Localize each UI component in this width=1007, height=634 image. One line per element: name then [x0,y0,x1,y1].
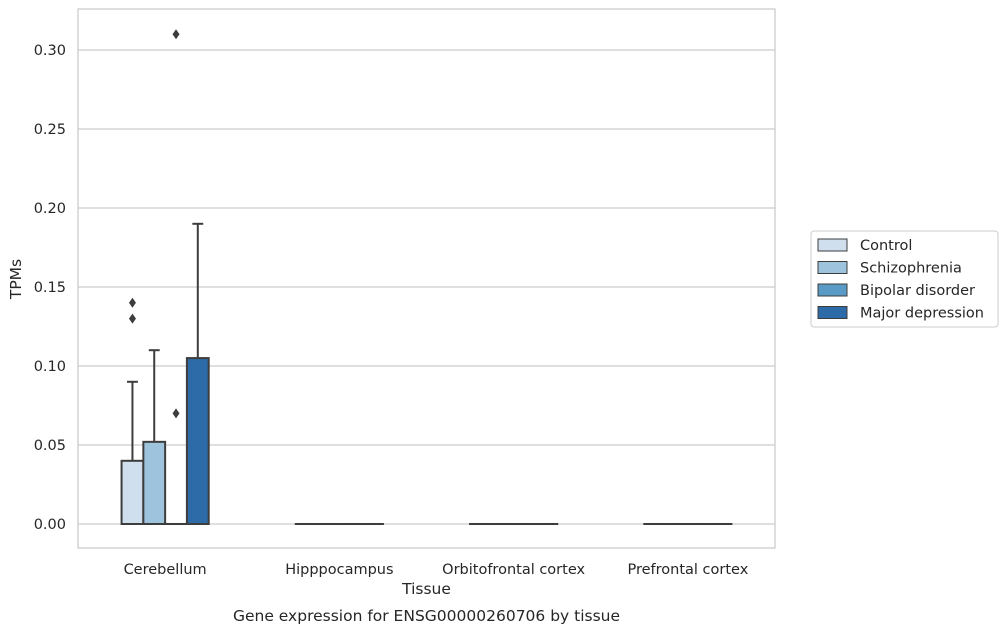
box-major-depression [185,222,210,525]
outlier-marker [172,408,180,419]
box-body [142,440,167,525]
legend-swatch [817,238,848,252]
y-tick-label: 0.15 [34,280,66,296]
legend-swatch [817,261,848,274]
x-tick-label: Cerebellum [124,562,207,578]
figure-caption: Gene expression for ENSG00000260706 by t… [233,607,620,625]
legend-label: Schizophrenia [860,261,962,277]
box-control [120,297,145,525]
outlier-marker [172,29,180,40]
box-body [185,357,210,525]
y-tick-label: 0.00 [34,517,66,533]
legend-swatch [817,306,848,319]
y-tick-label: 0.30 [34,43,66,59]
outlier-marker [128,297,136,308]
x-tick-label: Orbitofrontal cortex [442,562,585,578]
plot-area-frame [77,8,776,549]
box-schizophrenia [142,349,167,525]
y-axis-label: TPMs [7,259,25,300]
legend: Control Schizophrenia Bipolar disorder Majo… [810,230,999,328]
x-axis-ticks: Cerebellum Hipppocampus Orbitofrontal cort… [124,562,749,578]
legend-label: Bipolar disorder [860,283,975,299]
gridlines [78,49,775,525]
legend-swatch [817,283,848,297]
x-tick-label: Hipppocampus [285,562,393,578]
legend-label: Control [860,238,912,254]
outlier-marker [128,313,136,324]
y-tick-label: 0.25 [34,122,66,138]
box-marks [120,29,733,526]
y-tick-label: 0.10 [34,359,66,375]
y-tick-label: 0.20 [34,201,66,217]
box-body [120,459,145,525]
x-tick-label: Prefrontal cortex [627,562,748,578]
legend-frame [810,230,999,328]
y-axis-ticks: 0.00 0.05 0.10 0.15 0.20 0.25 0.30 [34,43,66,533]
box-bipolar-disorder [164,29,188,526]
y-tick-label: 0.05 [34,438,66,454]
legend-label: Major depression [860,306,984,322]
x-axis-label: Tissue [401,580,451,598]
